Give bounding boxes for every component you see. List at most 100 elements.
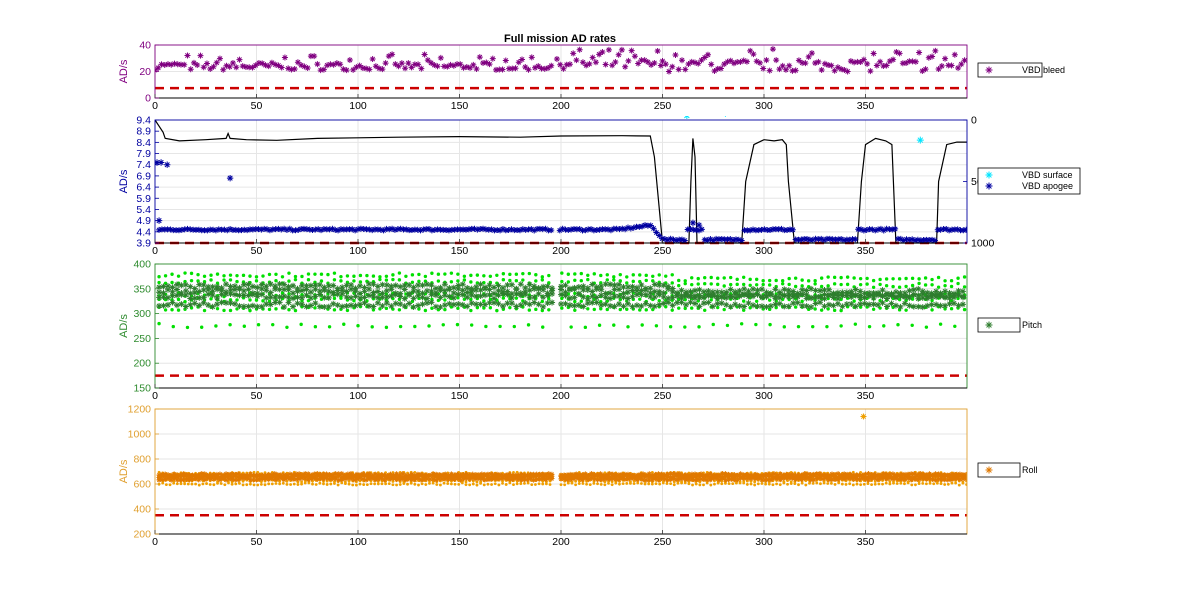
pitch-point (307, 289, 314, 296)
vbd-bleed-point (359, 65, 366, 72)
pitch-dot (189, 271, 194, 276)
pitch-point (365, 280, 372, 287)
roll-dot (705, 481, 709, 485)
roll-point (716, 472, 722, 478)
roll-point (302, 473, 308, 480)
roll-point (683, 472, 689, 478)
vbd-bleed-point (441, 63, 448, 70)
roll-point (256, 472, 263, 478)
roll-point (875, 476, 881, 483)
vbd-bleed-point (314, 61, 321, 68)
pitch-point (817, 287, 824, 294)
pitch-point (790, 291, 797, 298)
pitch-point (491, 299, 498, 306)
roll-dot (515, 470, 519, 474)
pitch-dot (891, 305, 895, 310)
pitch-point (339, 290, 346, 297)
pitch-dot (540, 278, 545, 282)
roll-dot (826, 482, 830, 485)
roll-point (674, 476, 680, 483)
pitch-point (227, 287, 234, 294)
pitch-point (285, 286, 292, 293)
pitch-point (598, 302, 605, 309)
vbd-apogee-outlier (155, 159, 161, 166)
pitch-dot (508, 278, 512, 283)
vbd-bleed-point (242, 63, 249, 70)
vbd-apogee-point (596, 226, 603, 233)
roll-dot (479, 480, 483, 484)
pitch-point (361, 288, 368, 295)
pitch-point (951, 294, 958, 301)
roll-dot (720, 482, 724, 486)
roll-point (838, 475, 844, 481)
pitch-dot (690, 276, 694, 280)
pitch-point (875, 289, 882, 296)
pitch-dot (345, 274, 350, 278)
pitch-point (348, 286, 355, 293)
pitch-point (888, 290, 895, 297)
vbd-bleed-point (161, 61, 168, 68)
roll-point (330, 472, 336, 478)
roll-point (920, 471, 926, 477)
roll-point (464, 471, 470, 477)
roll-point (634, 472, 640, 478)
roll-point (418, 471, 424, 478)
roll-dot (395, 483, 398, 487)
roll-point (680, 472, 686, 479)
roll-dot (259, 482, 263, 486)
vbd-apogee-point (761, 226, 768, 233)
roll-point (576, 472, 582, 478)
vbd-apogee-point (758, 226, 765, 233)
pitch-point (892, 293, 899, 300)
vbd-apogee-point (880, 227, 887, 234)
pitch-point (946, 295, 953, 302)
pitch-point (892, 289, 899, 296)
vbd-bleed-point (324, 62, 331, 69)
vbd-apogee-point (488, 226, 495, 233)
roll-dot (512, 470, 515, 474)
pitch-point (374, 294, 381, 301)
roll-point (543, 472, 549, 478)
roll-point (521, 477, 528, 483)
roll-point (643, 477, 649, 483)
roll-point (932, 471, 939, 477)
roll-point (597, 474, 604, 480)
pitch-point (504, 282, 511, 289)
vbd-bleed-point (854, 58, 861, 65)
vbd-apogee-point (258, 226, 265, 233)
pitch-dot (904, 284, 908, 289)
roll-dot (702, 483, 705, 487)
vbd-apogee-point (647, 222, 654, 229)
pitch-dot (618, 307, 622, 312)
pitch-point (566, 285, 573, 292)
pitch-dot (423, 274, 428, 279)
vbd-apogee-point (869, 226, 876, 233)
roll-point (546, 471, 552, 477)
roll-point (177, 477, 183, 483)
roll-dot (665, 482, 669, 485)
vbd-bleed-point (239, 63, 246, 70)
pitch-point (357, 290, 364, 297)
roll-dot (862, 482, 866, 486)
pitch-point (330, 282, 337, 289)
roll-point (671, 471, 677, 477)
pitch-point (321, 284, 328, 291)
roll-point (911, 474, 917, 480)
roll-point (229, 476, 235, 482)
pitch-point (821, 295, 828, 302)
pitch-point (674, 299, 681, 306)
pitch-point (437, 294, 444, 301)
roll-dot (442, 481, 446, 485)
roll-point (942, 477, 948, 483)
plot-marks (155, 46, 967, 90)
roll-point (326, 476, 333, 482)
roll-dot (387, 482, 391, 486)
pitch-dot (709, 282, 713, 286)
pitch-point (709, 289, 716, 296)
roll-point (948, 474, 954, 481)
pitch-point (897, 289, 904, 296)
pitch-point (343, 294, 350, 301)
roll-point (193, 472, 199, 478)
pitch-point (464, 289, 471, 296)
y-tick-label: 800 (133, 454, 151, 466)
